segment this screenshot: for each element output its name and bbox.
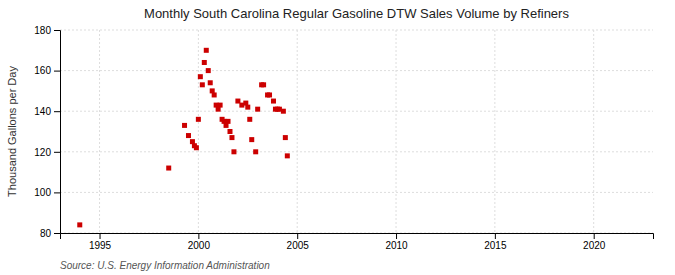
x-tick-mark bbox=[396, 233, 397, 239]
x-tick: 2010 bbox=[385, 233, 408, 251]
title: Monthly South Carolina Regular Gasoline … bbox=[144, 6, 569, 21]
source-note: Source: U.S. Energy Information Administ… bbox=[60, 260, 270, 271]
y-tick: 120 bbox=[34, 147, 60, 158]
point bbox=[166, 166, 171, 171]
point bbox=[212, 92, 217, 97]
point bbox=[218, 103, 223, 108]
point bbox=[253, 149, 258, 154]
x-tick-label: 2000 bbox=[188, 240, 211, 251]
x-tick-label: 2020 bbox=[583, 240, 606, 251]
point bbox=[200, 82, 205, 87]
point bbox=[182, 123, 187, 128]
y-grid-line bbox=[60, 192, 653, 193]
y-tick-label: 140 bbox=[34, 106, 51, 117]
point bbox=[283, 135, 288, 140]
point bbox=[226, 119, 231, 124]
y-axis: 80 100 120 140 160 180 bbox=[34, 25, 60, 239]
point bbox=[267, 92, 272, 97]
point bbox=[208, 80, 213, 85]
y-tick-label: 80 bbox=[40, 228, 52, 239]
y-tick-mark bbox=[54, 30, 60, 31]
y-grid-line bbox=[60, 111, 653, 112]
x-grid-line bbox=[396, 30, 397, 233]
point bbox=[194, 145, 199, 150]
x-tick-mark bbox=[100, 233, 101, 239]
x-tick: 1995 bbox=[89, 233, 112, 251]
point bbox=[196, 117, 201, 122]
y-tick: 180 bbox=[34, 25, 60, 36]
x-tick-label: 1995 bbox=[89, 240, 112, 251]
y-grid-line bbox=[60, 30, 653, 31]
point bbox=[227, 129, 232, 134]
y-tick: 160 bbox=[34, 65, 60, 76]
y-tick: 80 bbox=[40, 228, 60, 239]
x-grid-line bbox=[198, 30, 199, 233]
chart: 1995 2000 2005 2010 2015 2020 80 100 120 140 160 18… bbox=[0, 0, 675, 275]
point bbox=[255, 107, 260, 112]
point bbox=[206, 68, 211, 73]
points bbox=[77, 48, 290, 228]
point bbox=[186, 133, 191, 138]
x-tick-mark bbox=[198, 233, 199, 239]
x-tick-label: 2010 bbox=[385, 240, 408, 251]
y-tick-label: 160 bbox=[34, 65, 51, 76]
y-tick-label: 120 bbox=[34, 147, 51, 158]
y-tick-label: 180 bbox=[34, 25, 51, 36]
y-tick-mark bbox=[54, 71, 60, 72]
y-tick-mark bbox=[54, 233, 60, 234]
point bbox=[271, 99, 276, 104]
x-tick-mark bbox=[495, 233, 496, 239]
point bbox=[245, 105, 250, 110]
x-grid-line bbox=[494, 30, 495, 233]
grid bbox=[60, 30, 653, 233]
x-tick-label: 2015 bbox=[484, 240, 507, 251]
y-tick-label: 100 bbox=[34, 187, 51, 198]
x-grid-line bbox=[99, 30, 100, 233]
x-tick: 2000 bbox=[188, 233, 211, 251]
x-grid-line bbox=[297, 30, 298, 233]
point bbox=[202, 60, 207, 65]
point bbox=[249, 137, 254, 142]
y-tick: 140 bbox=[34, 106, 60, 117]
point bbox=[229, 135, 234, 140]
point bbox=[204, 48, 209, 53]
y-tick-mark bbox=[54, 192, 60, 193]
x-tick-label: 2005 bbox=[287, 240, 310, 251]
point bbox=[281, 109, 286, 114]
y-axis-line bbox=[54, 31, 61, 234]
y-tick: 100 bbox=[34, 187, 60, 198]
x-tick: 2015 bbox=[484, 233, 507, 251]
x-tick-mark bbox=[297, 233, 298, 239]
point bbox=[77, 222, 82, 227]
y-axis-title: Thousand Gallons per Day bbox=[6, 66, 18, 197]
point bbox=[247, 117, 252, 122]
x-tick-mark bbox=[594, 233, 595, 239]
point bbox=[285, 153, 290, 158]
x-grid-line bbox=[593, 30, 594, 233]
point bbox=[198, 74, 203, 79]
x-tick: 2020 bbox=[583, 233, 606, 251]
y-grid-line bbox=[60, 151, 653, 152]
y-tick-mark bbox=[54, 111, 60, 112]
point bbox=[261, 82, 266, 87]
point bbox=[231, 149, 236, 154]
plot: 1995 2000 2005 2010 2015 2020 80 100 120 140 160 18… bbox=[34, 25, 653, 251]
x-tick: 2005 bbox=[287, 233, 310, 251]
x-axis: 1995 2000 2005 2010 2015 2020 bbox=[61, 233, 654, 251]
y-tick-mark bbox=[54, 152, 60, 153]
y-grid-line bbox=[60, 70, 653, 71]
x-axis-line bbox=[61, 234, 654, 240]
